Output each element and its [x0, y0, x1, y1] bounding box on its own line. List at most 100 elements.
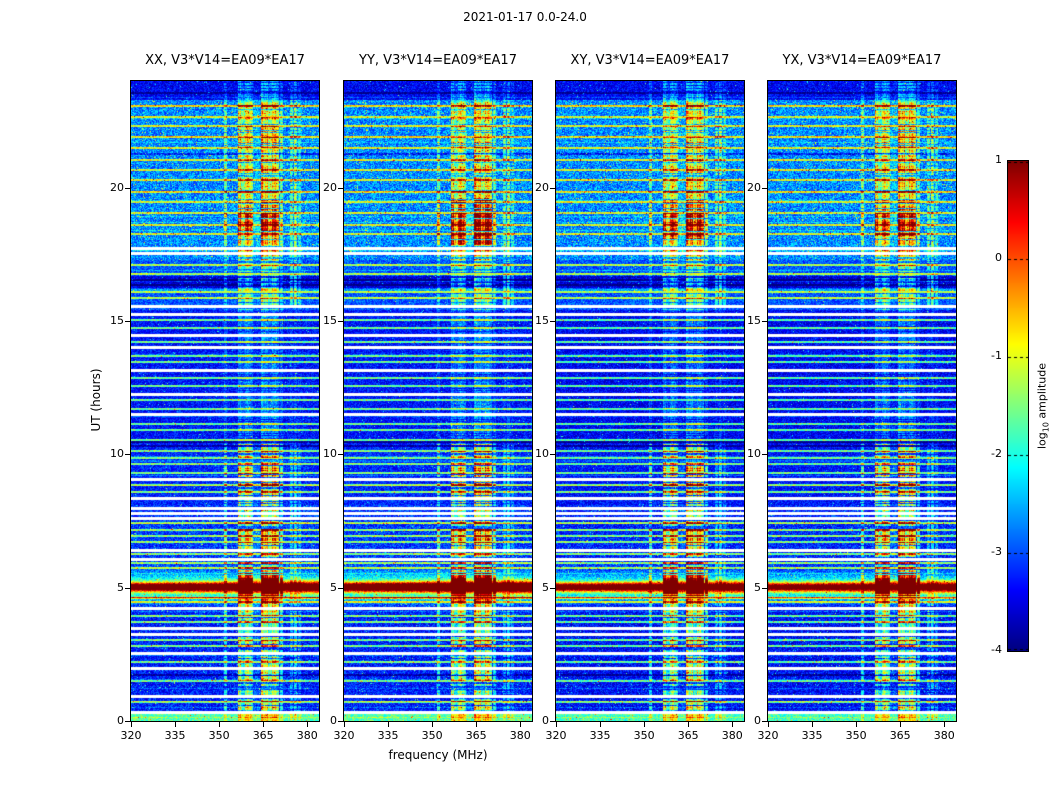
y-axis-label: UT (hours) — [89, 368, 103, 432]
x-tick-label: 350 — [845, 729, 867, 742]
panel-title-yy: YY, V3*V14=EA09*EA17 — [359, 53, 517, 68]
colorbar-tick-label: 1 — [995, 153, 1002, 166]
y-tick-mark — [338, 321, 343, 322]
y-tick-label: 20 — [110, 180, 124, 194]
x-tick-mark — [219, 722, 221, 727]
y-tick-label: 0 — [754, 714, 761, 727]
x-tick-mark — [476, 722, 478, 727]
x-tick-label: 380 — [296, 729, 318, 742]
x-tick-label: 350 — [421, 729, 443, 742]
x-tick-label: 320 — [333, 729, 355, 742]
x-axis-label: frequency (MHz) — [388, 748, 488, 762]
y-tick-mark — [762, 321, 767, 322]
y-tick-mark — [338, 454, 343, 456]
y-tick-mark — [125, 187, 130, 189]
x-tick-label: 365 — [465, 729, 487, 742]
colorbar-tick-label: -2 — [991, 447, 1002, 460]
x-tick-mark — [263, 722, 265, 727]
colorbar-label-suffix: amplitude — [1035, 362, 1049, 423]
y-tick-label: 5 — [117, 580, 124, 594]
y-tick-label: 0 — [330, 714, 337, 727]
spectrogram-canvas-yx — [768, 81, 956, 721]
x-tick-mark — [600, 722, 602, 727]
colorbar-tick-label: 0 — [995, 251, 1002, 264]
x-tick-mark — [856, 722, 858, 727]
y-tick-mark — [550, 587, 555, 589]
x-tick-mark — [644, 722, 646, 727]
y-tick-label: 5 — [542, 580, 549, 594]
y-tick-label: 15 — [535, 314, 549, 327]
x-tick-mark — [307, 722, 309, 727]
x-tick-label: 335 — [801, 729, 823, 742]
y-tick-label: 10 — [535, 447, 549, 461]
y-tick-mark — [338, 187, 343, 189]
y-tick-label: 20 — [323, 180, 337, 194]
y-tick-label: 20 — [535, 180, 549, 194]
x-tick-mark — [768, 722, 769, 727]
x-tick-label: 335 — [377, 729, 399, 742]
y-tick-mark — [125, 587, 130, 589]
x-tick-mark — [131, 722, 132, 727]
y-tick-label: 10 — [323, 447, 337, 461]
colorbar-tick-label: -1 — [991, 349, 1002, 362]
x-tick-mark — [812, 722, 814, 727]
x-tick-mark — [944, 722, 946, 727]
y-tick-mark — [125, 721, 130, 722]
panel-title-xy: XY, V3*V14=EA09*EA17 — [570, 53, 730, 68]
y-tick-mark — [550, 721, 555, 722]
y-tick-mark — [550, 454, 555, 456]
x-tick-label: 380 — [933, 729, 955, 742]
x-tick-mark — [556, 722, 557, 727]
y-tick-mark — [762, 721, 767, 722]
y-tick-mark — [125, 454, 130, 456]
x-tick-label: 380 — [721, 729, 743, 742]
x-tick-mark — [520, 722, 522, 727]
plot-frame-yx — [767, 80, 957, 722]
panel-title-xx: XX, V3*V14=EA09*EA17 — [145, 53, 305, 68]
colorbar-tick-label: -3 — [991, 545, 1002, 558]
x-tick-mark — [732, 722, 734, 727]
y-tick-mark — [762, 587, 767, 589]
panel-yx: YX, V3*V14=EA09*EA17 0 5 10 15 20 320 335 350 36… — [747, 0, 957, 800]
y-tick-label: 15 — [747, 314, 761, 327]
spectrogram-canvas-xx — [131, 81, 319, 721]
y-tick-label: 15 — [323, 314, 337, 327]
y-tick-mark — [338, 721, 343, 722]
y-tick-label: 5 — [330, 580, 337, 594]
y-tick-label: 0 — [542, 714, 549, 727]
plot-frame-yy — [343, 80, 533, 722]
y-tick-mark — [550, 321, 555, 322]
y-tick-mark — [338, 587, 343, 589]
x-tick-label: 365 — [889, 729, 911, 742]
x-tick-label: 365 — [252, 729, 274, 742]
colorbar-label-sub: 10 — [1041, 422, 1050, 433]
plot-frame-xx — [130, 80, 320, 722]
y-tick-label: 10 — [110, 447, 124, 461]
x-tick-label: 380 — [509, 729, 531, 742]
y-tick-label: 10 — [747, 447, 761, 461]
x-tick-label: 320 — [757, 729, 779, 742]
panel-yy: YY, V3*V14=EA09*EA17 0 5 10 15 20 320 335 350 36… — [323, 0, 533, 800]
spectrogram-canvas-yy — [344, 81, 532, 721]
x-tick-label: 320 — [545, 729, 567, 742]
x-tick-label: 365 — [677, 729, 699, 742]
y-tick-label: 0 — [117, 714, 124, 727]
x-tick-mark — [688, 722, 690, 727]
x-tick-label: 350 — [633, 729, 655, 742]
panel-xy: XY, V3*V14=EA09*EA17 0 5 10 15 20 320 335 350 36… — [535, 0, 745, 800]
y-tick-mark — [762, 187, 767, 189]
y-tick-label: 15 — [110, 314, 124, 327]
x-tick-mark — [344, 722, 345, 727]
x-tick-label: 335 — [164, 729, 186, 742]
colorbar-frame — [1007, 160, 1029, 652]
x-tick-label: 320 — [120, 729, 142, 742]
panel-title-yx: YX, V3*V14=EA09*EA17 — [782, 53, 942, 68]
x-tick-label: 350 — [208, 729, 230, 742]
x-tick-mark — [388, 722, 390, 727]
x-tick-mark — [900, 722, 902, 727]
figure-title: 2021-01-17 0.0-24.0 — [463, 10, 587, 24]
plot-frame-xy — [555, 80, 745, 722]
y-tick-label: 20 — [747, 180, 761, 194]
spectrogram-canvas-xy — [556, 81, 744, 721]
